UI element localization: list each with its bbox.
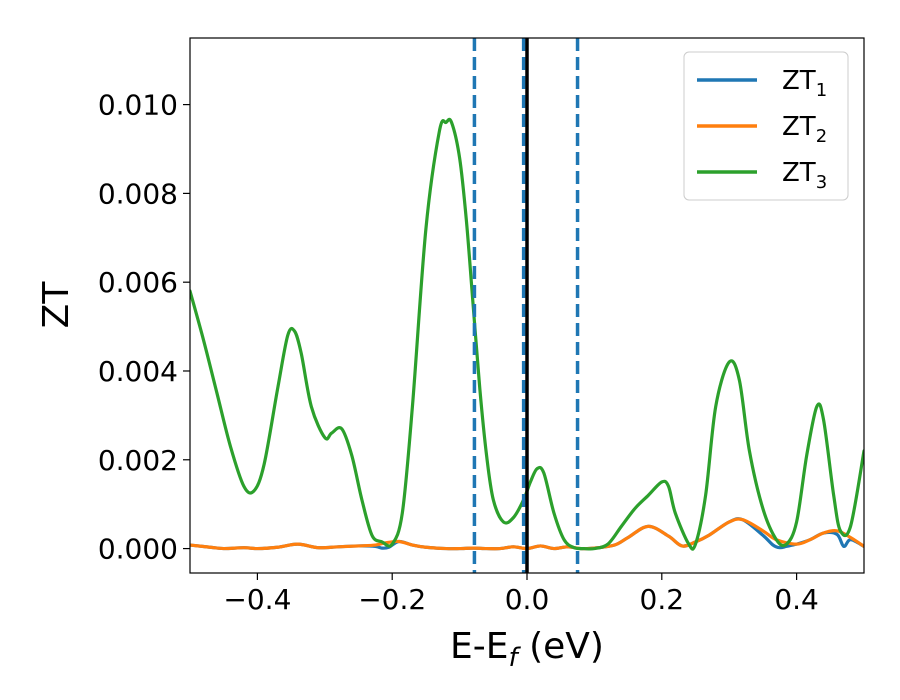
y-tick-label: 0.006 [98, 266, 178, 299]
legend-label-zt3: ZT3 [782, 158, 827, 193]
y-tick-label: 0.004 [98, 355, 178, 388]
x-axis-label-suffix: (eV) [518, 626, 604, 667]
x-tick-label: −0.2 [358, 583, 426, 616]
y-tick-label: 0.008 [98, 177, 178, 210]
x-axis-label-main: E-E [450, 626, 508, 667]
legend-box [683, 51, 849, 201]
x-tick-label: 0.4 [774, 583, 819, 616]
vertical-lines [472, 38, 580, 573]
y-axis-label: ZT [36, 281, 77, 329]
x-tick-label: −0.4 [223, 583, 291, 616]
y-tick-label: 0.002 [98, 444, 178, 477]
series-lines [190, 117, 864, 551]
legend: ZT1 ZT2 ZT3 [683, 51, 849, 201]
series-line-zt3 [190, 117, 864, 551]
x-axis-label: E-Ef (eV) [450, 626, 604, 673]
legend-label-zt1: ZT1 [782, 66, 827, 101]
x-tick-label: 0.2 [640, 583, 685, 616]
series-line-zt2 [190, 517, 864, 551]
y-tick-label: 0.010 [98, 89, 178, 122]
legend-label-zt2: ZT2 [782, 112, 827, 147]
y-tick-label: 0.000 [98, 533, 178, 566]
y-axis-ticks: 0.000 0.002 0.004 0.006 0.008 0.010 [98, 89, 190, 566]
x-axis-ticks: −0.4 −0.2 0.0 0.2 0.4 [223, 573, 819, 616]
x-tick-label: 0.0 [505, 583, 550, 616]
